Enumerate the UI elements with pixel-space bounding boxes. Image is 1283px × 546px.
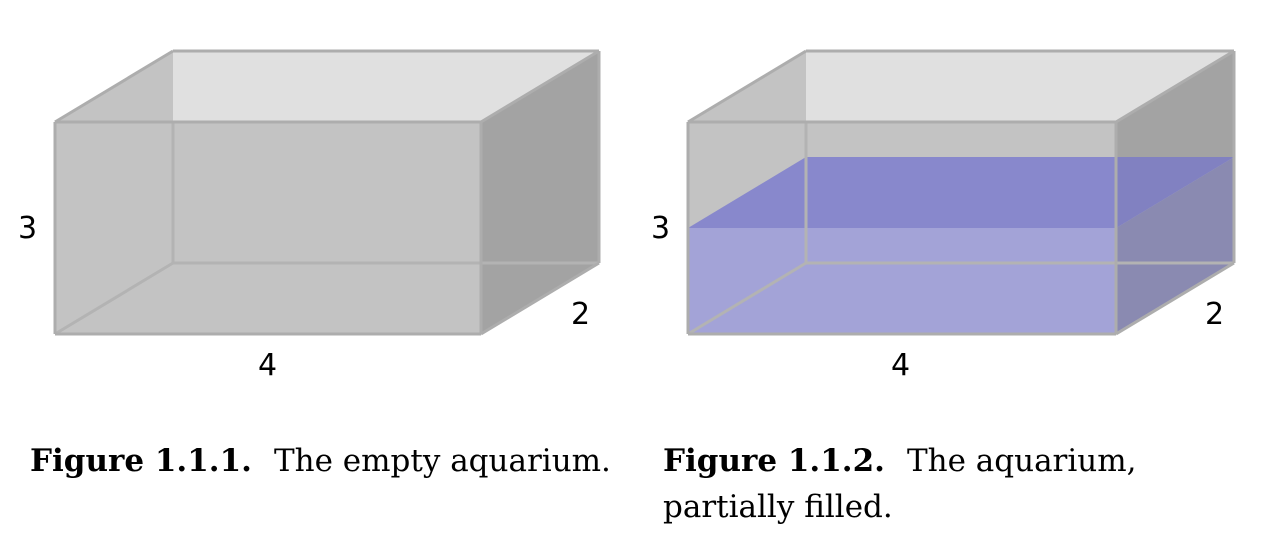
figure-caption: Figure 1.1.2. The aquarium, partially fil… — [663, 438, 1263, 530]
tank-edges — [686, 49, 1236, 336]
tank-edges — [53, 49, 601, 336]
figure-filled-aquarium: 3 4 2 Figure 1.1.2. The aquarium, partial… — [633, 0, 1273, 546]
tank-back-edges — [687, 122, 1234, 336]
tank-back-edges — [54, 122, 599, 336]
depth-label: 2 — [571, 297, 591, 332]
aquarium-filled-diagram — [686, 49, 1236, 336]
water-surface — [688, 157, 1234, 228]
water-front — [688, 228, 1116, 334]
height-label: 3 — [18, 211, 38, 246]
water-side-top — [1116, 157, 1234, 228]
tank-left-wall — [688, 51, 806, 228]
caption-text: The empty aquarium. — [273, 443, 611, 479]
tank-top-face — [55, 51, 599, 122]
depth-label: 2 — [1205, 297, 1225, 332]
caption-text: The aquarium, partially filled. — [663, 443, 1137, 525]
height-label: 3 — [651, 211, 671, 246]
water-side — [1116, 157, 1234, 334]
width-label: 4 — [258, 348, 278, 383]
tank-top-face — [688, 51, 1234, 122]
tank-front-face — [55, 122, 481, 334]
width-label: 4 — [891, 348, 911, 383]
figure-empty-aquarium: 3 4 2 Figure 1.1.1. The empty aquarium. — [0, 0, 640, 546]
caption-number: Figure 1.1.2. — [663, 443, 885, 479]
figure-caption: Figure 1.1.1. The empty aquarium. — [30, 438, 630, 484]
caption-number: Figure 1.1.1. — [30, 443, 252, 479]
aquarium-empty-diagram — [53, 49, 601, 336]
